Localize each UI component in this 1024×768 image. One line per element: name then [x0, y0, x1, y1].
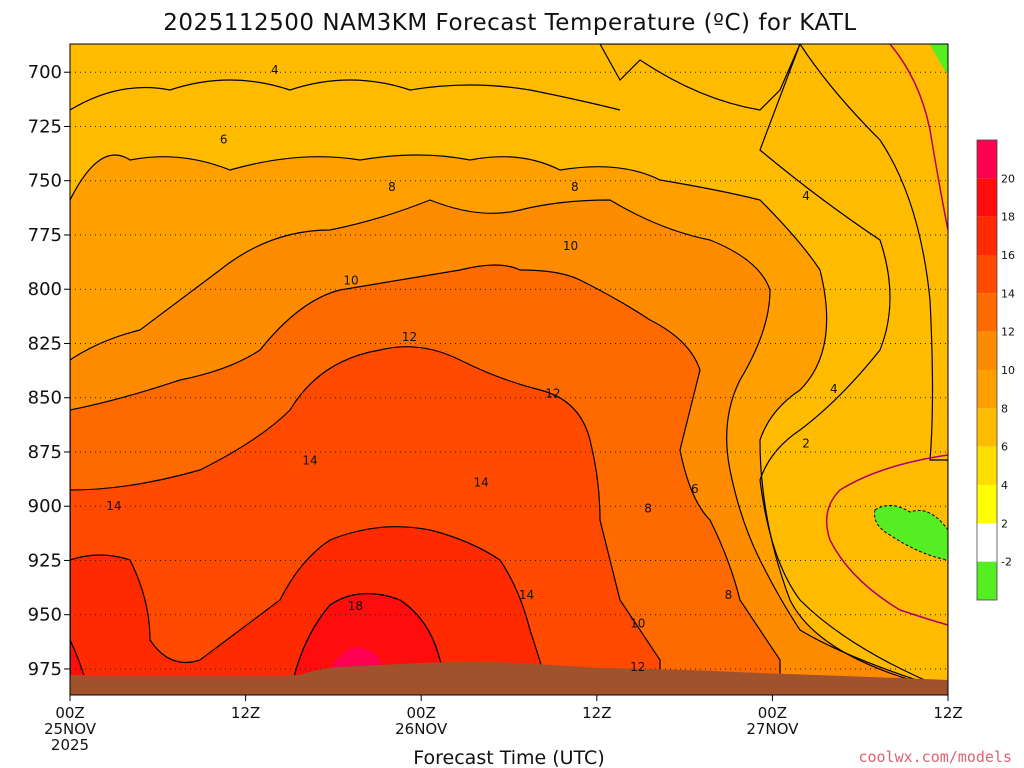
y-tick-label: 875: [28, 442, 62, 463]
x-tick-label: 2025: [51, 736, 89, 754]
contour-t4_6: [599, 44, 948, 691]
y-tick-label: 775: [28, 225, 62, 246]
y-tick-label: 700: [28, 62, 62, 83]
x-tick-label: 12Z: [933, 704, 962, 722]
colorbar-label: 14: [1001, 287, 1015, 300]
x-tick-label: 00Z: [758, 704, 787, 722]
x-tick-label: 00Z: [407, 704, 436, 722]
contour-label: 6: [220, 132, 228, 146]
contour-t10_12: [70, 199, 948, 695]
colorbar-label: 16: [1001, 249, 1015, 262]
colorbar-frame: [976, 139, 998, 601]
y-tick-label: 750: [28, 171, 62, 192]
terrain-ground: [70, 662, 948, 695]
y-tick-label: 925: [28, 550, 62, 571]
colorbar-label: 18: [1001, 211, 1015, 224]
x-tick-label: 25NOV: [44, 720, 97, 738]
colorbar-swatch: [977, 140, 997, 179]
contour-label: 14: [302, 454, 317, 468]
colorbar-swatch: [977, 485, 997, 524]
colorbar-swatch: [977, 523, 997, 562]
contour-label: 4: [830, 382, 838, 396]
colorbar-swatch: [977, 293, 997, 332]
contour-label: 18: [348, 599, 363, 613]
colorbar-label: 4: [1001, 479, 1008, 492]
freezing-line-lower: [825, 454, 948, 626]
y-tick-label: 900: [28, 496, 62, 517]
colorbar-swatch: [977, 561, 997, 600]
contour-label: 10: [630, 616, 645, 630]
colorbar-swatch: [977, 255, 997, 294]
colorbar-swatch: [977, 178, 997, 217]
chart-title: 2025112500 NAM3KM Forecast Temperature (…: [163, 10, 857, 36]
contour-label: 8: [725, 588, 733, 602]
contour-t8_10: [70, 154, 948, 695]
colorbar-label: 20: [1001, 172, 1015, 185]
y-tick-label: 825: [28, 333, 62, 354]
contour-label: 8: [644, 501, 652, 515]
contour-label: 12: [402, 330, 417, 344]
y-tick-label: 850: [28, 388, 62, 409]
x-tick-label: 12Z: [231, 704, 260, 722]
credit-text: coolwx.com/models: [858, 748, 1012, 766]
colorbar-swatch: [977, 370, 997, 409]
contour-label: 4: [271, 63, 279, 77]
contour-18: [289, 592, 441, 695]
plot-frame: [69, 43, 949, 696]
y-tick-label: 800: [28, 279, 62, 300]
contour-t14_16: [70, 346, 661, 695]
x-tick-label: 27NOV: [746, 720, 799, 738]
contour-label: 6: [691, 482, 699, 496]
colorbar-swatch: [977, 446, 997, 485]
special-contours: [825, 44, 948, 626]
contour-labels: 4 6 8 8 4 10 10 12 4 12 2 14 14 14 6 8 18 14 8 10 12: [106, 63, 837, 674]
contour-lines: [70, 44, 948, 695]
plot-area: [70, 44, 948, 695]
colorbar: -2 2 4 6 8 10 12 14 16 18 20: [976, 139, 1015, 601]
x-tick-label: 12Z: [582, 704, 611, 722]
colorbar-label: 10: [1001, 364, 1015, 377]
contour-label: 8: [571, 180, 579, 194]
y-tick-label: 950: [28, 605, 62, 626]
colorbar-swatch: [977, 408, 997, 447]
contour-label: 10: [563, 239, 578, 253]
y-tick-label: 975: [28, 659, 62, 680]
y-axis: 700 725 750 775 800 825 850 875 900 925 950 975: [28, 62, 70, 680]
contour-label: 4: [802, 189, 810, 203]
contour-label: 14: [474, 475, 489, 489]
colorbar-label: -2: [1001, 556, 1012, 569]
contour-label: 14: [519, 588, 534, 602]
contour-label: 10: [343, 274, 358, 288]
below-minus2-pocket: [874, 505, 948, 561]
y-tick-label: 725: [28, 116, 62, 137]
colorbar-label: 6: [1001, 441, 1008, 454]
colorbar-swatch: [977, 216, 997, 255]
contour-t12_14: [70, 264, 781, 695]
contour-label: 14: [106, 499, 121, 513]
colorbar-swatch: [977, 331, 997, 370]
temperature-bands: [70, 44, 948, 695]
x-axis-label: Forecast Time (UTC): [413, 747, 604, 768]
contour-t16_18: [70, 526, 551, 695]
contour-label: 12: [545, 386, 560, 400]
contour-label: 12: [630, 660, 645, 674]
x-tick-label: 26NOV: [395, 720, 448, 738]
x-tick-label: 00Z: [55, 704, 84, 722]
freezing-line-upper: [889, 44, 948, 231]
below-minus2-corner: [930, 44, 948, 75]
contour-4-upper: [70, 79, 621, 111]
contour-label: 2: [802, 436, 810, 450]
colorbar-label: 8: [1001, 402, 1008, 415]
colorbar-label: 2: [1001, 517, 1008, 530]
colorbar-label: 12: [1001, 326, 1015, 339]
contour-label: 8: [388, 180, 396, 194]
